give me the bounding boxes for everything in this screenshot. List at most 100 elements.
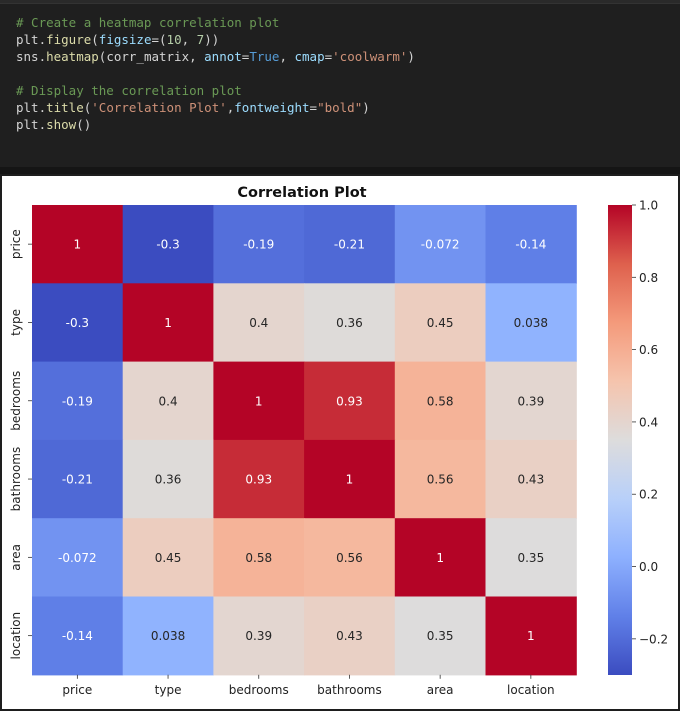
- heatmap-cell: [485, 283, 577, 363]
- code-line: plt.show(): [16, 116, 415, 133]
- x-tick-label: location: [507, 683, 555, 697]
- heatmap-cell: [394, 361, 487, 441]
- cell-annotation: 0.4: [249, 316, 268, 330]
- heatmap-cell: [485, 439, 577, 519]
- code-token: =(: [151, 32, 167, 47]
- y-tick-label: bedrooms: [9, 371, 23, 431]
- code-token: =: [241, 49, 250, 64]
- cell-annotation: -0.21: [334, 238, 365, 252]
- code-token: "bold": [317, 100, 363, 115]
- code-token: fontweight: [234, 100, 310, 115]
- code-token: .: [38, 100, 47, 115]
- heatmap-cell: [213, 361, 305, 441]
- code-token: ): [362, 100, 370, 115]
- heatmap-cell: [394, 439, 487, 519]
- heatmap-cell: [122, 439, 214, 519]
- code-line: # Display the correlation plot: [16, 82, 415, 99]
- heatmap-cell: [485, 596, 577, 676]
- code-token: annot: [204, 49, 242, 64]
- heatmap-cell: [122, 205, 214, 284]
- code-line: # Create a heatmap correlation plot: [16, 14, 415, 31]
- colorbar: 1.0 0.8 0.6 0.4 0.2 0.0 −0.2: [608, 199, 668, 675]
- heatmap-cell: [32, 361, 124, 441]
- cell-annotation: 1: [164, 316, 172, 330]
- cell-annotation: 0.56: [336, 551, 363, 565]
- cell-annotation: 1: [346, 473, 354, 487]
- heatmap-cell: [32, 518, 124, 598]
- heatmap-cell: [304, 596, 396, 676]
- heatmap-cell: [32, 439, 124, 519]
- code-token: plt: [16, 100, 39, 115]
- heatmap-cell: [32, 596, 124, 676]
- heatmap-cell: [304, 518, 396, 598]
- code-token: .: [38, 32, 47, 47]
- heatmap-cell: [394, 596, 487, 676]
- cell-annotation: 1: [436, 551, 444, 565]
- heatmap-cell: [122, 596, 214, 676]
- cell-annotation: 0.36: [336, 316, 363, 330]
- heatmap-cell: [485, 518, 577, 598]
- heatmap-cell: [213, 518, 305, 598]
- heatmap-cell: [485, 205, 577, 284]
- code-cell[interactable]: # Create a heatmap correlation plot plt. f…: [0, 3, 680, 167]
- heatmap-cell: [213, 439, 305, 519]
- colorbar-tick-label: 0.2: [639, 488, 658, 502]
- code-token: ,: [279, 49, 295, 64]
- x-tick-label: price: [62, 683, 92, 697]
- cell-annotation: -0.21: [62, 473, 93, 487]
- cell-annotation: 0.43: [336, 629, 363, 643]
- cell-annotation: -0.3: [66, 316, 89, 330]
- code-token: (: [91, 32, 99, 47]
- cell-divider: [0, 167, 680, 174]
- code-token: show: [46, 117, 77, 132]
- heatmap-cell: [394, 283, 487, 363]
- y-axis-labels: price type bedrooms bathrooms area location: [9, 229, 32, 659]
- code-line: [16, 65, 415, 82]
- y-tick-label: price: [9, 229, 23, 259]
- x-tick-label: bathrooms: [317, 683, 382, 697]
- code-token: )): [204, 32, 220, 47]
- cell-annotation: 0.93: [245, 473, 272, 487]
- cell-annotation: 0.93: [336, 394, 363, 408]
- cell-annotation: 0.43: [517, 473, 544, 487]
- code-token: ,: [181, 32, 197, 47]
- output-cell: Correlation Plot 1 -0.3 -0.19 -0.21 -0.072 -0…: [2, 176, 678, 709]
- cell-annotation: -0.19: [62, 394, 93, 408]
- top-bar: [0, 0, 680, 3]
- cell-annotation: -0.14: [62, 629, 93, 643]
- code-token: ): [407, 49, 415, 64]
- cell-annotation: 0.58: [427, 394, 454, 408]
- cell-annotation: 0.038: [151, 629, 185, 643]
- cell-annotation: 0.56: [427, 473, 454, 487]
- code-token: (: [83, 100, 92, 115]
- cell-annotation: 1: [255, 394, 263, 408]
- code-token: 7: [196, 32, 205, 47]
- code-token: plt: [16, 117, 39, 132]
- code-token: sns: [16, 49, 39, 64]
- y-tick-label: location: [9, 612, 23, 660]
- x-tick-label: bedrooms: [229, 683, 289, 697]
- cell-annotation: 1: [74, 238, 82, 252]
- y-tick-label: type: [9, 309, 23, 336]
- colorbar-tick-label: 0.8: [639, 271, 658, 285]
- x-tick-label: type: [155, 683, 182, 697]
- x-tick-label: area: [427, 683, 454, 697]
- heatmap-cell: [122, 361, 214, 441]
- colorbar-gradient: [608, 205, 632, 675]
- code-editor[interactable]: # Create a heatmap correlation plot plt. f…: [16, 14, 415, 133]
- cell-annotation: 0.36: [155, 473, 182, 487]
- cell-annotation: 0.58: [245, 551, 272, 565]
- cell-annotation: 0.038: [514, 316, 548, 330]
- code-token: =: [324, 49, 333, 64]
- colorbar-tick-label: 0.4: [639, 415, 658, 429]
- heatmap-cell: [213, 596, 305, 676]
- heatmap-cell: [485, 361, 577, 441]
- cell-annotation: 1: [527, 629, 535, 643]
- colorbar-tick-label: 0.6: [639, 343, 658, 357]
- code-token: # Display the correlation plot: [16, 83, 242, 98]
- code-token: (): [76, 117, 92, 132]
- y-tick-label: bathrooms: [9, 447, 23, 512]
- cell-annotation: -0.3: [156, 238, 179, 252]
- heatmap-cell: [213, 205, 305, 284]
- colorbar-tick-label: −0.2: [639, 632, 668, 646]
